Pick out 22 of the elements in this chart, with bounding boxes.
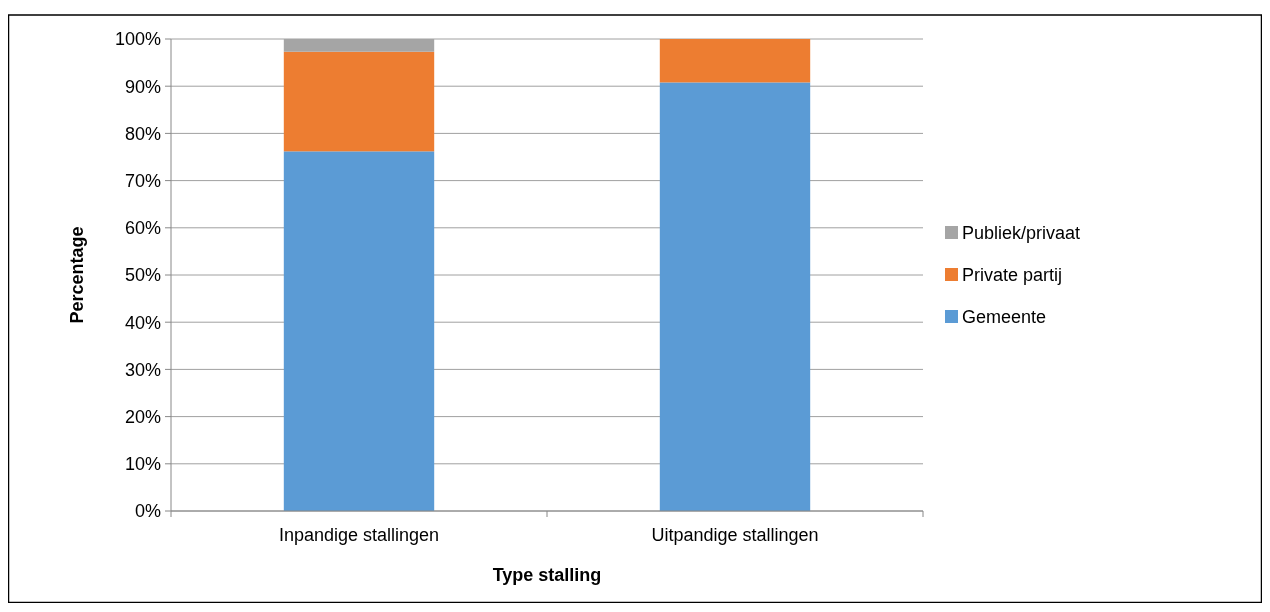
y-tick-label: 60%	[124, 218, 161, 239]
legend-label: Gemeente	[962, 307, 1047, 328]
y-axis-title: Percentage	[67, 226, 87, 324]
bar	[659, 82, 811, 511]
x-tick-label: Inpandige stallingen	[278, 525, 440, 545]
y-tick-label: 90%	[124, 76, 161, 97]
y-tick-label: 70%	[124, 170, 161, 191]
bar	[283, 151, 435, 511]
legend-label: Publiek/privaat	[962, 223, 1081, 244]
y-tick-label: 30%	[124, 359, 161, 380]
y-tick-label: 0%	[134, 501, 161, 522]
legend-label: Private partij	[962, 265, 1063, 286]
y-tick-label: 100%	[114, 29, 161, 50]
bar	[659, 39, 811, 83]
bar	[283, 51, 435, 152]
x-tick-label: Uitpandige stallingen	[651, 525, 819, 545]
x-axis-title: Type stalling	[492, 565, 602, 585]
y-tick-label: 80%	[124, 123, 161, 144]
y-tick-label: 40%	[124, 312, 161, 333]
y-tick-label: 10%	[124, 454, 161, 475]
y-tick-label: 20%	[124, 406, 161, 427]
y-tick-label: 50%	[124, 265, 161, 286]
